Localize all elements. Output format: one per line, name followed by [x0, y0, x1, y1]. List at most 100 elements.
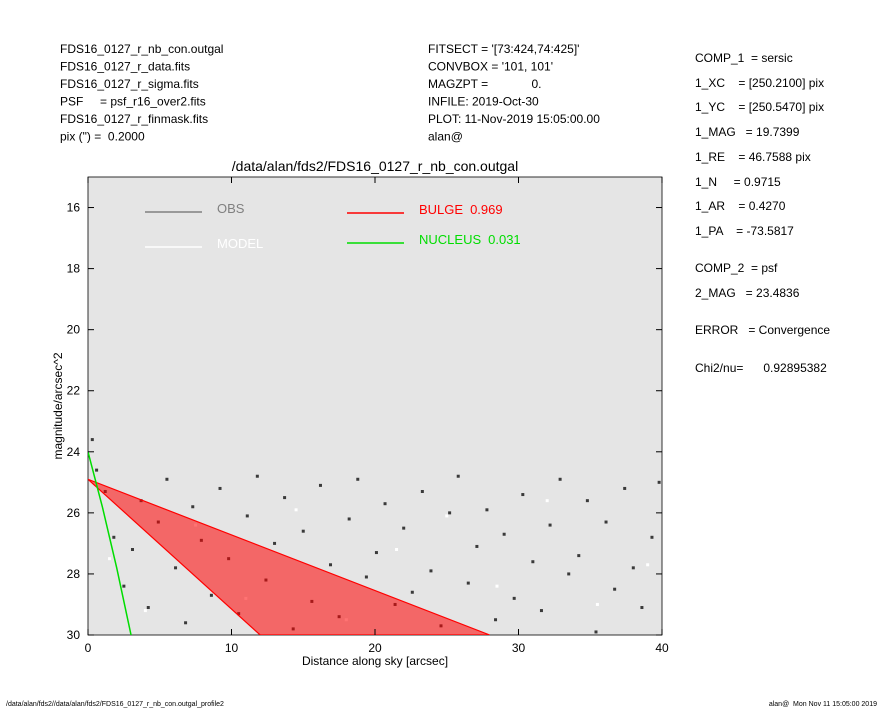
data-point	[301, 529, 305, 533]
footer-right: alan@ Mon Nov 11 15:05:00 2019	[769, 701, 877, 708]
data-point	[548, 523, 552, 527]
data-point	[502, 532, 506, 536]
data-point	[191, 505, 195, 509]
data-point	[448, 511, 452, 515]
data-point	[521, 493, 525, 497]
header-right-line: 1_MAG = 19.7399	[695, 125, 800, 139]
data-point	[585, 499, 589, 503]
header-middle-line: FITSECT = '[73:424,74:425]'	[428, 42, 579, 56]
x-tick-label: 10	[225, 641, 239, 655]
header-left-line: PSF = psf_r16_over2.fits	[60, 95, 206, 109]
y-axis-label: magnitude/arcsec^2	[51, 352, 65, 459]
x-axis-label: Distance along sky [arcsec]	[302, 654, 448, 668]
data-point	[95, 468, 99, 472]
data-point	[539, 609, 543, 613]
data-point	[485, 508, 489, 512]
data-point	[356, 477, 360, 481]
data-point	[402, 526, 406, 530]
data-point	[445, 514, 449, 518]
header-right-line: ERROR = Convergence	[695, 323, 830, 337]
header-middle-line: CONVBOX = '101, 101'	[428, 60, 553, 74]
y-tick-label: 26	[67, 506, 81, 520]
data-point	[595, 602, 599, 606]
data-point	[218, 486, 222, 490]
data-point	[112, 535, 116, 539]
data-point	[143, 609, 147, 613]
header-right-line: 1_XC = [250.2100] pix	[695, 76, 824, 90]
x-tick-label: 40	[655, 641, 669, 655]
data-point	[165, 477, 169, 481]
data-point	[255, 474, 259, 478]
data-point	[174, 566, 178, 570]
header-left-line: FDS16_0127_r_nb_con.outgal	[60, 42, 223, 56]
header-right-line: 1_RE = 46.7588 pix	[695, 150, 811, 164]
header-left-line: FDS16_0127_r_data.fits	[60, 60, 190, 74]
plot-area	[88, 438, 661, 635]
data-point	[374, 551, 378, 555]
legend-label: NUCLEUS 0.031	[419, 232, 521, 247]
data-point	[410, 590, 414, 594]
legend-label: OBS	[217, 201, 245, 216]
data-point	[245, 514, 249, 518]
legend-name: OBS	[217, 201, 245, 216]
data-point	[495, 584, 499, 588]
data-point	[383, 502, 387, 506]
data-point	[420, 489, 424, 493]
legend-label: BULGE 0.969	[419, 202, 503, 217]
data-point	[184, 621, 188, 625]
data-point	[631, 566, 635, 570]
data-point	[456, 474, 460, 478]
line	[88, 451, 132, 635]
header-right-line: COMP_1 = sersic	[695, 51, 793, 65]
legend-fraction: 0.969	[470, 202, 503, 217]
header-left-line: FDS16_0127_r_finmask.fits	[60, 112, 208, 126]
header-left-line: FDS16_0127_r_sigma.fits	[60, 77, 199, 91]
legend-name: MODEL	[217, 236, 263, 251]
y-tick-label: 30	[67, 628, 81, 642]
legend-name: NUCLEUS	[419, 232, 481, 247]
data-point	[347, 517, 351, 521]
plot-background	[87, 176, 663, 636]
data-point	[577, 554, 581, 558]
data-point	[122, 584, 126, 588]
data-point	[329, 563, 333, 567]
header-right-line: 1_YC = [250.5470] pix	[695, 100, 824, 114]
data-point	[657, 480, 661, 484]
data-point	[650, 535, 654, 539]
data-point	[545, 499, 549, 503]
y-tick-label: 18	[67, 262, 81, 276]
data-point	[364, 575, 368, 579]
header-right-line: 1_N = 0.9715	[695, 175, 781, 189]
data-point	[558, 477, 562, 481]
x-tick-label: 0	[85, 641, 92, 655]
data-point	[395, 548, 399, 552]
data-point	[531, 560, 535, 564]
data-point	[90, 438, 94, 442]
data-point	[512, 596, 516, 600]
header-middle-line: MAGZPT = 0.	[428, 77, 541, 91]
data-point	[475, 544, 479, 548]
data-point	[318, 483, 322, 487]
chart-title: /data/alan/fds2/FDS16_0127_r_nb_con.outg…	[232, 158, 518, 174]
header-right-line: 2_MAG = 23.4836	[695, 286, 800, 300]
data-point	[640, 606, 644, 610]
x-tick-label: 20	[368, 641, 382, 655]
header-right-line: 1_PA = -73.5817	[695, 224, 794, 238]
data-point	[613, 587, 617, 591]
header-middle-line: INFILE: 2019-Oct-30	[428, 95, 539, 109]
data-point	[108, 557, 112, 561]
data-point	[494, 618, 498, 622]
data-point	[294, 508, 298, 512]
y-tick-label: 24	[67, 445, 81, 459]
header-middle-line: alan@	[428, 130, 463, 144]
legend-fraction: 0.031	[488, 232, 521, 247]
data-point	[209, 593, 213, 597]
y-tick-label: 20	[67, 323, 81, 337]
data-point	[594, 630, 598, 634]
header-right-line: Chi2/nu= 0.92895382	[695, 361, 827, 375]
header-right-line: 1_AR = 0.4270	[695, 199, 786, 213]
data-point	[130, 548, 134, 552]
data-point	[429, 569, 433, 573]
data-point	[146, 606, 150, 610]
legend-label: MODEL	[217, 236, 263, 251]
